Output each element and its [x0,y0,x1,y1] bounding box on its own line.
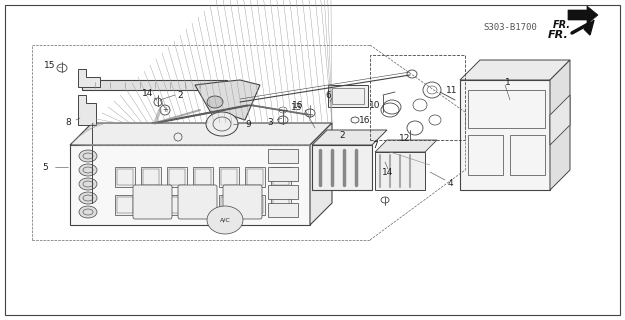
Text: 16: 16 [292,100,304,109]
Polygon shape [312,130,387,145]
Polygon shape [78,95,96,125]
Bar [247,197,263,213]
Text: 11: 11 [446,85,458,94]
Bar [117,169,133,185]
Bar [268,149,298,163]
Bar [143,197,159,213]
Text: 16: 16 [359,116,371,124]
Text: 6: 6 [325,91,331,100]
Bar [271,167,291,187]
Bar [273,169,289,185]
Bar [169,197,185,213]
Bar [193,167,213,187]
Bar [115,167,135,187]
Polygon shape [375,152,425,190]
Text: A/C: A/C [219,218,231,222]
FancyBboxPatch shape [223,185,262,219]
Text: 15: 15 [44,60,56,69]
Bar [117,197,133,213]
Ellipse shape [207,206,243,234]
Bar [273,197,289,213]
Bar [195,169,211,185]
Text: 8: 8 [65,117,71,126]
Bar [332,88,364,104]
Bar [247,169,263,185]
Bar [143,169,159,185]
Bar [221,169,237,185]
Text: 1: 1 [505,77,511,86]
Bar [268,185,298,199]
Text: 9: 9 [245,119,251,129]
Bar [141,167,161,187]
Polygon shape [195,80,260,120]
Ellipse shape [79,192,97,204]
Bar [219,167,239,187]
Bar [268,167,298,181]
Text: FR.: FR. [548,30,569,40]
Text: 2: 2 [177,91,183,100]
Ellipse shape [79,150,97,162]
Ellipse shape [79,164,97,176]
Text: 2: 2 [339,131,345,140]
FancyBboxPatch shape [178,185,217,219]
Polygon shape [312,145,372,190]
Polygon shape [70,123,332,145]
Bar [193,195,213,215]
Text: 7: 7 [372,140,378,149]
Text: 5: 5 [42,163,48,172]
FancyBboxPatch shape [133,185,172,219]
Text: 4: 4 [447,179,452,188]
Polygon shape [78,69,100,87]
Polygon shape [550,95,570,145]
Bar [268,203,298,217]
Polygon shape [310,123,332,225]
Bar [195,197,211,213]
Bar [221,197,237,213]
Polygon shape [70,145,310,225]
Text: 14: 14 [142,89,154,98]
Bar [141,195,161,215]
Bar [271,195,291,215]
Bar [328,85,368,107]
Bar [468,135,503,175]
Text: 10: 10 [369,100,381,109]
Bar [82,80,227,90]
Text: +: + [162,107,168,113]
Text: 12: 12 [399,133,411,142]
Text: 3: 3 [267,117,273,126]
Polygon shape [584,20,594,35]
Bar [245,167,265,187]
Bar [167,195,187,215]
Text: 13: 13 [291,102,302,111]
Polygon shape [460,80,550,190]
Polygon shape [568,6,598,24]
Ellipse shape [79,178,97,190]
Bar [468,90,545,128]
Bar [169,169,185,185]
Ellipse shape [207,96,223,108]
Ellipse shape [79,206,97,218]
Bar [167,167,187,187]
Polygon shape [375,140,437,152]
Bar [115,195,135,215]
Bar [245,195,265,215]
Polygon shape [460,60,570,80]
Text: 14: 14 [382,167,394,177]
Text: FR.: FR. [553,20,571,30]
Bar [370,55,465,140]
Bar [219,195,239,215]
Ellipse shape [206,112,238,136]
Polygon shape [550,60,570,190]
Text: S303-B1700: S303-B1700 [483,22,537,31]
Bar [510,135,545,175]
